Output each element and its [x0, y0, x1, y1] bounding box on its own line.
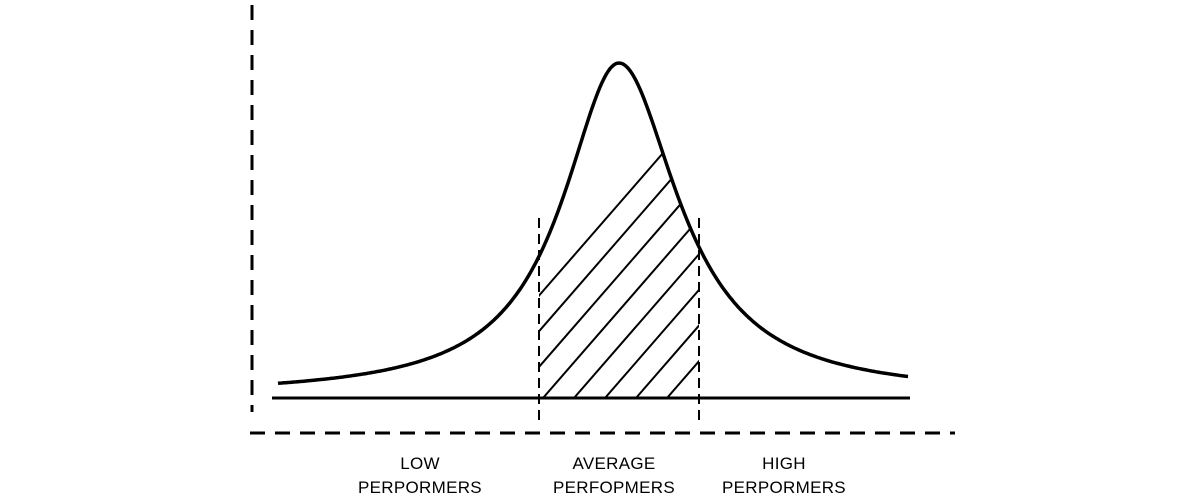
hatch-line	[1039, 0, 1200, 398]
hatch-line	[1070, 0, 1200, 398]
hatch-line	[604, 63, 699, 398]
hatch-line	[791, 0, 1191, 398]
hatch-line	[1101, 0, 1200, 398]
average-label-line1: AVERAGE	[572, 454, 655, 473]
hatch-line	[760, 0, 1160, 398]
average-label-line2: PERFOPMERS	[553, 478, 675, 497]
hatch-line	[946, 0, 1200, 398]
hatch-line	[1163, 0, 1200, 398]
hatch-line	[853, 0, 1200, 398]
hatch-line	[539, 63, 699, 398]
hatch-line	[977, 0, 1200, 398]
hatch-line	[539, 63, 699, 398]
hatch-line	[697, 63, 699, 398]
low-label-line2: PERPORMERS	[358, 478, 482, 497]
hatch-line	[1194, 0, 1200, 398]
high-label-line2: PERPORMERS	[722, 478, 846, 497]
hatch-line	[729, 0, 1129, 398]
hatch-line	[822, 0, 1200, 398]
low-label-line1: LOW	[400, 454, 440, 473]
hatch-line	[666, 63, 699, 398]
bell-curve	[277, 61, 909, 386]
hatch-line	[539, 63, 699, 398]
hatch-line	[915, 0, 1200, 398]
hatch-line	[542, 63, 699, 398]
hatch-line	[573, 63, 699, 398]
high-label-line1: HIGH	[762, 454, 806, 473]
hatch-line	[1132, 0, 1200, 398]
hatch-line	[635, 63, 699, 398]
hatch-line	[884, 0, 1200, 398]
hatch-line	[1008, 0, 1200, 398]
